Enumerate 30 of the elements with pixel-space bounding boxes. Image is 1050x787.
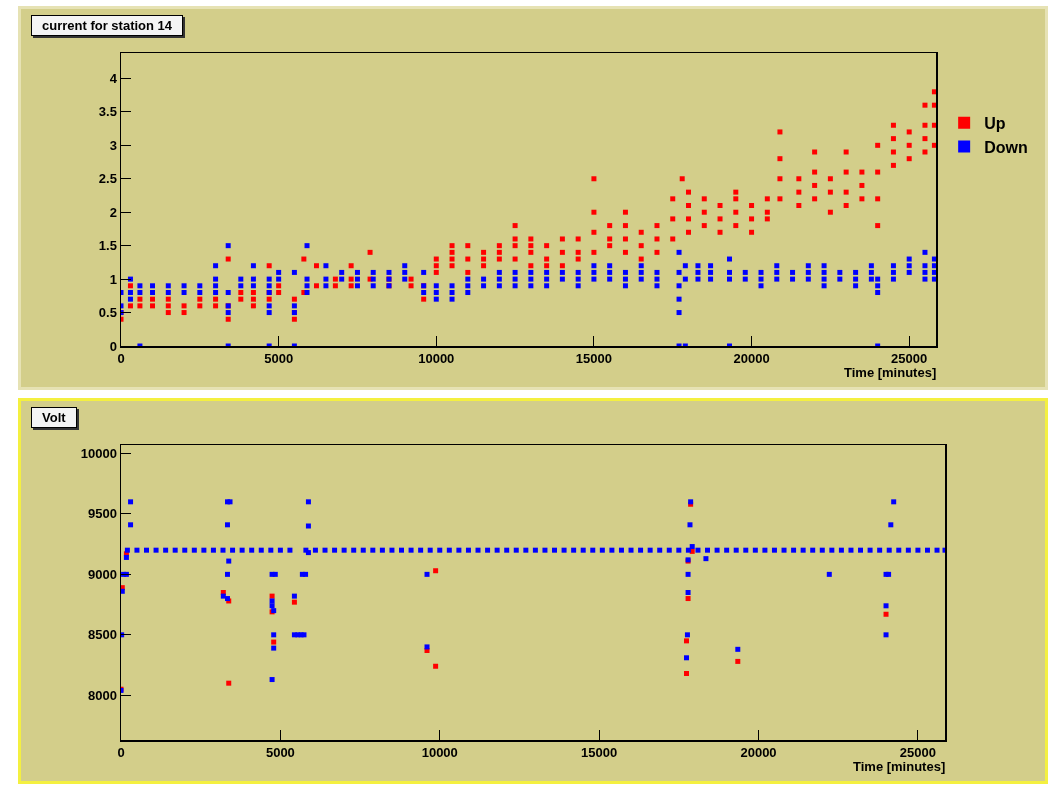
y-tick-label: 8500 (87, 627, 117, 643)
chart-title: current for station 14 (31, 15, 184, 36)
y-tick-label: 10000 (80, 446, 117, 462)
y-tick-label: 8000 (87, 687, 117, 703)
x-tick-label: 15000 (581, 745, 618, 761)
y-tick-label: 9500 (87, 506, 117, 522)
y-tick-label: 1 (109, 271, 117, 287)
x-tick-label: 10000 (421, 745, 458, 761)
x-tick-label: 20000 (733, 351, 770, 367)
x-tick-label: 20000 (740, 745, 777, 761)
x-tick-label: 15000 (575, 351, 612, 367)
x-tick-label: 25000 (891, 351, 928, 367)
y-tick-label: 2.5 (98, 171, 117, 187)
y-tick-label: 1.5 (98, 238, 117, 254)
x-axis-title: Time [minutes] (844, 365, 937, 380)
chart-title: Volt (31, 407, 77, 428)
legend-label: Down (984, 138, 1028, 156)
y-tick-label: 9000 (87, 566, 117, 582)
x-tick-label: 25000 (899, 745, 936, 761)
y-tick-label: 3 (109, 137, 117, 153)
x-tick-label: 10000 (418, 351, 455, 367)
y-tick-label: 0.5 (98, 305, 117, 321)
legend-label: Up (984, 114, 1006, 132)
y-tick-label: 3.5 (98, 104, 117, 120)
y-tick-label: 2 (109, 204, 117, 220)
x-tick-label: 5000 (264, 351, 294, 367)
y-tick-label: 0 (109, 338, 117, 354)
y-tick-label: 4 (109, 70, 118, 86)
x-axis-title: Time [minutes] (853, 759, 946, 774)
x-tick-label: 5000 (265, 745, 295, 761)
